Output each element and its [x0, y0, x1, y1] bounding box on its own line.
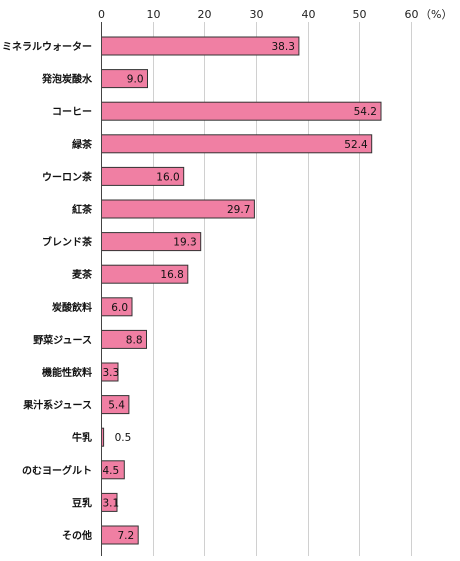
category-label: ブレンド茶: [42, 236, 93, 249]
category-label: 果汁系ジュース: [22, 399, 92, 412]
data-label: 38.3: [272, 41, 295, 53]
category-label: 牛乳: [72, 431, 92, 444]
data-label: 0.5: [115, 432, 132, 444]
data-label: 7.2: [117, 530, 134, 542]
bar: [101, 101, 382, 121]
category-label: ミネラルウォーター: [2, 41, 92, 53]
data-label: 5.4: [108, 400, 125, 412]
data-label: 16.8: [160, 269, 183, 281]
category-label: 豆乳: [72, 496, 92, 509]
x-tick-label: 0: [98, 8, 105, 21]
x-tick-label: 40: [302, 8, 316, 21]
bar: [101, 36, 300, 56]
category-label: 発泡炭酸水: [41, 73, 93, 86]
category-label: のむヨーグルト: [22, 464, 92, 477]
bar: [101, 134, 373, 154]
x-tick-label: 20: [198, 8, 212, 21]
category-label: 機能性飲料: [42, 366, 92, 379]
bars: [101, 36, 382, 545]
category-label: 紅茶: [72, 203, 93, 216]
category-label: 野菜ジュース: [33, 333, 92, 346]
x-tick-label: 10: [147, 8, 161, 21]
data-label: 54.2: [354, 106, 377, 118]
data-label: 4.5: [103, 465, 120, 477]
data-labels: 38.3 9.0 54.2 52.4 16.0 29.7 19.3 16.8 6.0 8.8 3.3…: [103, 41, 378, 542]
data-label: 9.0: [127, 74, 144, 86]
data-label: 52.4: [344, 139, 368, 151]
category-label: その他: [62, 529, 92, 542]
category-label: 緑茶: [72, 138, 93, 151]
x-tick-label: 50: [353, 8, 367, 21]
category-labels: ミネラルウォーター発泡炭酸水コーヒー緑茶ウーロン茶紅茶ブレンド茶麦茶炭酸飲料野菜…: [2, 41, 93, 542]
category-label: 麦茶: [72, 268, 93, 281]
x-tick-label: 60: [405, 8, 419, 21]
category-label: ウーロン茶: [42, 170, 93, 183]
x-axis-ticks: 0 10 20 30 40 50 60: [98, 8, 419, 21]
data-label: 16.0: [156, 171, 179, 183]
data-label: 29.7: [227, 204, 250, 216]
x-tick-label: 30: [250, 8, 264, 21]
data-label: 8.8: [126, 334, 143, 346]
data-label: 6.0: [111, 302, 128, 314]
data-label: 3.3: [103, 367, 120, 379]
data-label: 19.3: [173, 237, 196, 249]
data-label: 3.1: [103, 497, 120, 509]
category-label: 炭酸飲料: [52, 301, 92, 314]
x-axis-unit-label: （%）: [420, 8, 452, 21]
category-label: コーヒー: [52, 106, 92, 118]
